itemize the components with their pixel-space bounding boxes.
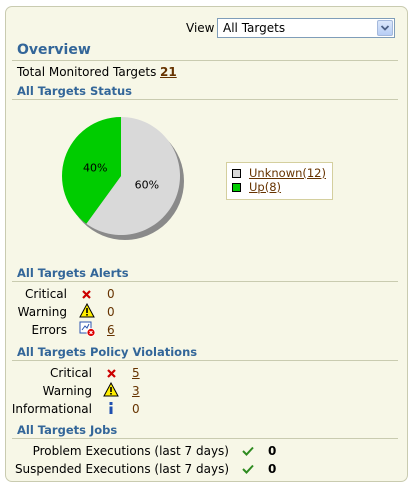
status-pie-chart: 60% 40% [62,117,184,240]
jobs-suspended-value: 0 [268,462,277,476]
jobs-problem-value: 0 [268,444,277,458]
page-title: Overview [17,42,91,58]
critical-x-icon [82,290,91,299]
view-select[interactable]: All Targets [217,18,395,38]
divider [12,360,398,361]
info-icon [109,402,113,414]
legend-swatch-up [232,183,241,192]
alerts-critical-value: 0 [107,287,115,301]
pie-label-up: 40% [83,162,107,175]
alerts-warning-value: 0 [107,305,115,319]
legend-link-up[interactable]: Up(8) [249,180,282,194]
overview-panel [5,6,408,482]
divider [12,99,398,100]
jobs-section-title: All Targets Jobs [17,423,118,437]
alerts-errors-label: Errors [31,323,67,337]
divider [12,281,398,282]
policy-section-title: All Targets Policy Violations [17,345,198,359]
view-select-value: All Targets [223,21,286,35]
pie-slice-unknown[interactable] [86,117,180,235]
divider [12,60,398,61]
alerts-warning-label: Warning [17,305,67,319]
total-targets-label: Total Monitored Targets [17,65,157,79]
jobs-problem-label: Problem Executions (last 7 days) [32,444,229,458]
legend-swatch-unknown [232,169,241,178]
policy-critical-link[interactable]: 5 [132,366,140,380]
legend-link-unknown[interactable]: Unknown(12) [249,166,326,180]
divider [12,438,398,439]
checkmark-icon [242,464,254,474]
policy-informational-value: 0 [132,402,140,416]
checkmark-icon [242,446,254,456]
warning-icon [103,382,119,397]
error-icon [79,321,96,337]
status-legend: Unknown(12) Up(8) [226,162,333,200]
alerts-critical-label: Critical [25,287,67,301]
pie-label-unknown: 60% [135,178,159,191]
status-section-title: All Targets Status [17,84,133,98]
critical-x-icon [107,369,116,378]
view-label: View [186,21,215,35]
jobs-suspended-label: Suspended Executions (last 7 days) [14,462,229,476]
alerts-errors-link[interactable]: 6 [107,323,115,337]
pie-slice-up[interactable] [62,117,121,224]
policy-warning-label: Warning [42,384,92,398]
policy-informational-label: Informational [11,402,92,416]
total-targets-link[interactable]: 21 [160,65,177,79]
policy-critical-label: Critical [50,366,92,380]
policy-warning-link[interactable]: 3 [132,384,140,398]
warning-icon [79,303,95,318]
chevron-down-icon[interactable] [377,20,393,36]
alerts-section-title: All Targets Alerts [17,266,129,280]
